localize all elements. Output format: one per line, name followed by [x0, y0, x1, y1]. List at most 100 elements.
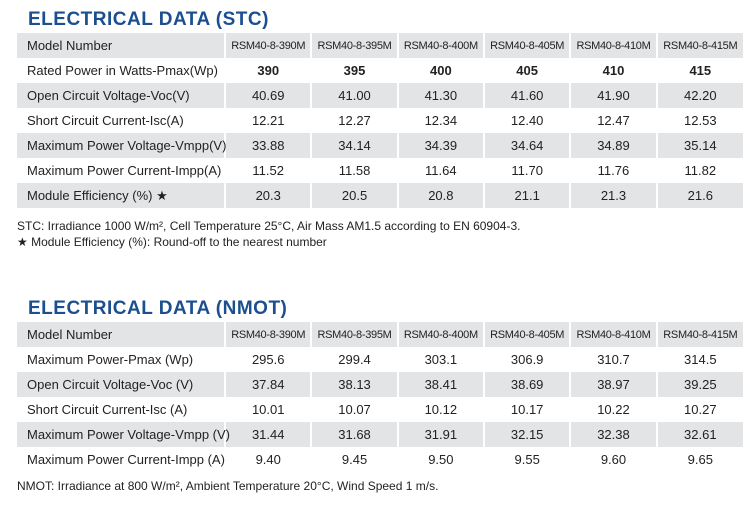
value-cell: 10.01	[224, 397, 312, 422]
value-cell: 37.84	[224, 372, 312, 397]
value-cell: 12.53	[655, 108, 743, 133]
row-label: Maximum Power Voltage-Vmpp(V)	[17, 133, 226, 158]
row-label: Rated Power in Watts-Pmax(Wp)	[27, 63, 218, 78]
value-cell: 11.52	[224, 158, 312, 183]
data-row: Short Circuit Current-Isc (A) 10.01 10.07 1…	[17, 397, 743, 422]
row-label: Maximum Power Current-Impp (A)	[27, 452, 225, 467]
row-label: Open Circuit Voltage-Voc (V)	[17, 372, 226, 397]
value-cell: 41.30	[396, 83, 484, 108]
value-cell: 21.1	[482, 183, 571, 208]
value-cell: 9.55	[482, 447, 571, 472]
value-cell: 390	[224, 58, 312, 83]
value-cell: 10.07	[310, 397, 398, 422]
value-cell: 31.91	[396, 422, 484, 447]
model-header: RSM40-8-415M	[655, 322, 743, 347]
value-cell: 38.41	[396, 372, 484, 397]
value-cell: 38.97	[569, 372, 657, 397]
value-cell: 32.61	[655, 422, 743, 447]
value-cell: 41.60	[482, 83, 571, 108]
header-label: Model Number	[17, 33, 226, 58]
model-header: RSM40-8-400M	[396, 33, 484, 58]
value-cell: 39.25	[655, 372, 743, 397]
row-label: Maximum Power-Pmax (Wp)	[27, 352, 194, 367]
value-cell: 310.7	[569, 347, 657, 372]
value-cell: 12.47	[569, 108, 657, 133]
model-header: RSM40-8-390M	[224, 322, 312, 347]
section: ELECTRICAL DATA (STC) Model Number RSM40-8…	[17, 9, 743, 250]
value-cell: 32.38	[569, 422, 657, 447]
model-header: RSM40-8-395M	[310, 33, 398, 58]
value-cell: 12.27	[310, 108, 398, 133]
data-row: Open Circuit Voltage-Voc(V) 40.69 41.00 41.…	[17, 83, 743, 108]
value-cell: 20.8	[396, 183, 484, 208]
value-cell: 41.90	[569, 83, 657, 108]
model-header: RSM40-8-405M	[482, 33, 571, 58]
value-cell: 10.17	[482, 397, 571, 422]
value-cell: 9.50	[396, 447, 484, 472]
value-cell: 31.68	[310, 422, 398, 447]
value-cell: 295.6	[224, 347, 312, 372]
model-header: RSM40-8-410M	[569, 322, 657, 347]
value-cell: 33.88	[224, 133, 312, 158]
data-row: Maximum Power Voltage-Vmpp(V) 33.88 34.14 3…	[17, 133, 743, 158]
notes: STC: Irradiance 1000 W/m², Cell Temperat…	[17, 218, 743, 250]
value-cell: 303.1	[396, 347, 484, 372]
value-cell: 395	[310, 58, 398, 83]
value-cell: 34.64	[482, 133, 571, 158]
row-label: Maximum Power Current-Impp(A)	[27, 163, 222, 178]
value-cell: 410	[569, 58, 657, 83]
data-table: Model Number RSM40-8-390M RSM40-8-395M RSM4…	[17, 322, 743, 472]
value-cell: 299.4	[310, 347, 398, 372]
model-header: RSM40-8-400M	[396, 322, 484, 347]
value-cell: 32.15	[482, 422, 571, 447]
value-cell: 21.3	[569, 183, 657, 208]
value-cell: 41.00	[310, 83, 398, 108]
value-cell: 40.69	[224, 83, 312, 108]
value-cell: 34.89	[569, 133, 657, 158]
value-cell: 9.45	[310, 447, 398, 472]
footnote: ★ Module Efficiency (%): Round-off to th…	[17, 235, 327, 249]
value-cell: 11.82	[655, 158, 743, 183]
model-header: RSM40-8-390M	[224, 33, 312, 58]
value-cell: 9.40	[224, 447, 312, 472]
model-header: RSM40-8-415M	[655, 33, 743, 58]
value-cell: 306.9	[482, 347, 571, 372]
model-header: RSM40-8-395M	[310, 322, 398, 347]
value-cell: 10.22	[569, 397, 657, 422]
row-label: Short Circuit Current-Isc (A)	[27, 402, 188, 417]
value-cell: 12.34	[396, 108, 484, 133]
notes: NMOT: Irradiance at 800 W/m², Ambient Te…	[17, 478, 743, 494]
value-cell: 31.44	[224, 422, 312, 447]
data-row: Rated Power in Watts-Pmax(Wp) 390 395 400 40…	[17, 58, 743, 83]
value-cell: 38.13	[310, 372, 398, 397]
value-cell: 400	[396, 58, 484, 83]
value-cell: 20.5	[310, 183, 398, 208]
section-title: ELECTRICAL DATA (STC)	[28, 9, 269, 30]
value-cell: 35.14	[655, 133, 743, 158]
section: ELECTRICAL DATA (NMOT) Model Number RSM40-…	[17, 298, 743, 494]
row-label: Maximum Power Voltage-Vmpp (V)	[17, 422, 230, 447]
value-cell: 12.21	[224, 108, 312, 133]
value-cell: 9.65	[655, 447, 743, 472]
model-header: RSM40-8-405M	[482, 322, 571, 347]
data-row: Maximum Power Voltage-Vmpp (V) 31.44 31.68…	[17, 422, 743, 447]
value-cell: 405	[482, 58, 571, 83]
data-row: Module Efficiency (%) ★ 20.3 20.5 20.8 21.1 2…	[17, 183, 743, 208]
value-cell: 20.3	[224, 183, 312, 208]
row-label: Module Efficiency (%) ★	[17, 183, 226, 208]
header-row: Model Number RSM40-8-390M RSM40-8-395M RSM4…	[17, 322, 743, 347]
section-title: ELECTRICAL DATA (NMOT)	[28, 298, 288, 319]
row-label: Short Circuit Current-Isc(A)	[27, 113, 184, 128]
value-cell: 10.27	[655, 397, 743, 422]
header-label: Model Number	[17, 322, 226, 347]
footnote: NMOT: Irradiance at 800 W/m², Ambient Te…	[17, 479, 439, 493]
value-cell: 34.39	[396, 133, 484, 158]
footnote: STC: Irradiance 1000 W/m², Cell Temperat…	[17, 219, 521, 233]
value-cell: 21.6	[655, 183, 743, 208]
value-cell: 11.70	[482, 158, 571, 183]
value-cell: 10.12	[396, 397, 484, 422]
value-cell: 11.64	[396, 158, 484, 183]
data-row: Maximum Power Current-Impp(A) 11.52 11.58 1…	[17, 158, 743, 183]
value-cell: 314.5	[655, 347, 743, 372]
